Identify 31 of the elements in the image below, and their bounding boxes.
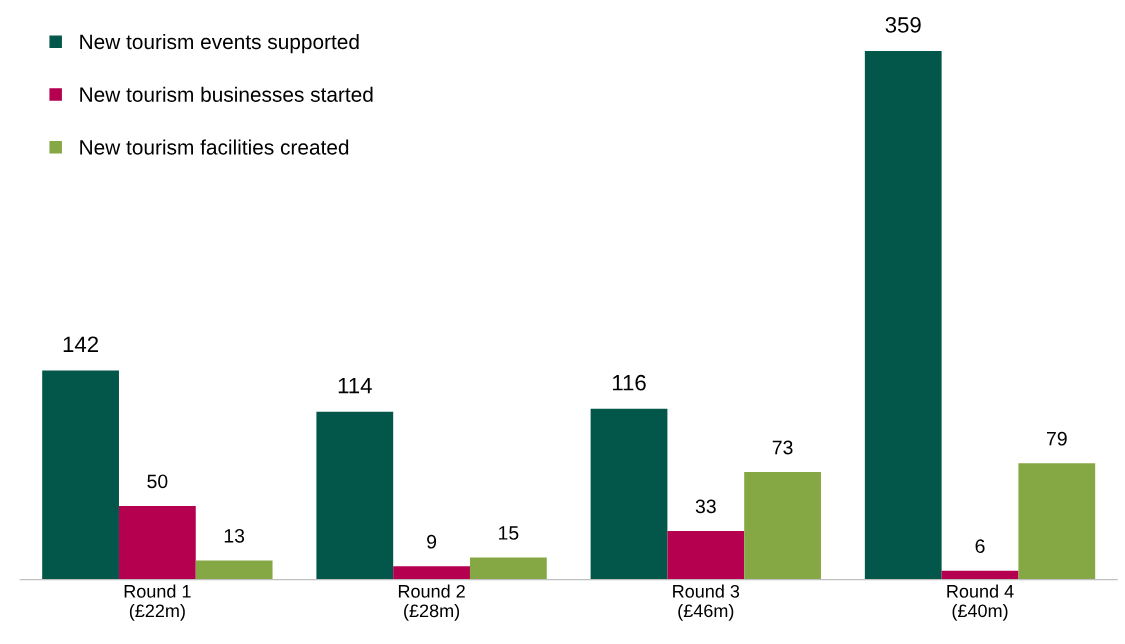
data-label: 142 [63,336,98,353]
bar [667,531,745,580]
bar [744,472,821,580]
data-label: 359 [885,17,921,33]
data-label: 15 [499,526,519,540]
data-label: 114 [338,377,372,394]
x-tick-label: Round 1 (£22m) [124,584,191,621]
legend-label: New tourism businesses started [80,86,373,102]
data-label: 79 [1046,431,1067,446]
bar [316,411,394,580]
data-label: 33 [695,499,716,514]
bar [1018,463,1096,580]
data-label: 9 [427,534,437,549]
x-tick-label: Round 2 (£28m) [398,584,465,621]
bar [590,408,668,580]
data-label: 73 [772,440,793,455]
data-label: 50 [147,474,168,489]
x-tick-label: Round 3 (£46m) [673,584,740,621]
data-label: 116 [612,374,646,391]
data-label: 13 [224,528,245,543]
legend-label: New tourism events supported [80,33,359,54]
data-label: 6 [975,539,985,554]
legend-label: New tourism facilities created [80,139,349,155]
bar [118,505,196,580]
x-tick-label: Round 4 (£40m) [947,584,1014,621]
bar [941,570,1019,580]
bar [42,370,119,580]
bar [195,560,273,580]
bar [469,557,547,580]
bar [393,566,470,580]
bar [864,51,942,580]
